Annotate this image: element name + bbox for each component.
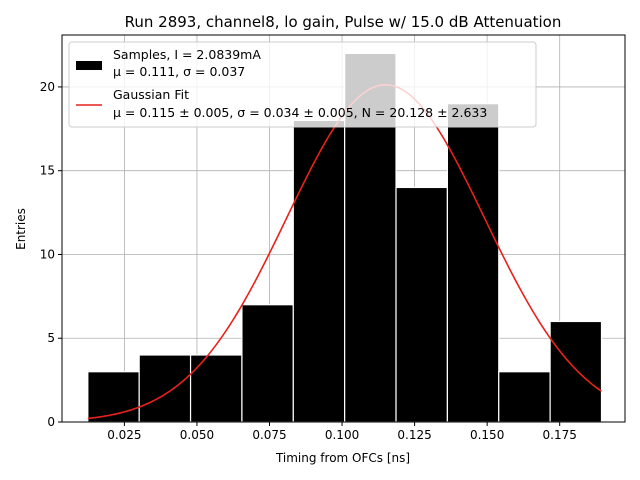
- histogram-bar: [395, 186, 448, 423]
- x-tick-label: 0.050: [180, 428, 214, 442]
- legend-samples-label-line2: μ = 0.111, σ = 0.037: [113, 64, 245, 79]
- x-tick-label: 0.175: [543, 428, 577, 442]
- chart-title: Run 2893, channel8, lo gain, Pulse w/ 15…: [125, 13, 562, 31]
- histogram-bar: [138, 354, 192, 423]
- legend-samples-label-line1: Samples, I = 2.0839mA: [113, 47, 261, 62]
- legend-samples-swatch: [76, 61, 102, 70]
- histogram-bar: [189, 354, 243, 423]
- x-tick-label: 0.150: [470, 428, 504, 442]
- y-tick-label: 10: [40, 247, 55, 261]
- histogram-bar: [87, 371, 140, 423]
- y-axis-ticks: 0 5 10 15 20: [40, 80, 62, 429]
- y-axis-label: Entries: [14, 208, 28, 250]
- histogram-bar: [292, 119, 346, 423]
- x-axis-ticks: 0.025 0.050 0.075 0.100 0.125 0.150 0.175: [107, 422, 577, 442]
- y-tick-label: 20: [40, 80, 55, 94]
- histogram-bar: [241, 304, 294, 423]
- legend-fit-label-line1: Gaussian Fit: [113, 87, 189, 102]
- plot-frame: [61, 34, 626, 423]
- y-tick-label: 15: [40, 164, 55, 178]
- histogram-bar: [549, 320, 603, 423]
- x-axis-label: Timing from OFCs [ns]: [275, 451, 410, 465]
- x-tick-label: 0.100: [325, 428, 359, 442]
- y-tick-label: 5: [47, 331, 55, 345]
- x-tick-label: 0.125: [397, 428, 431, 442]
- legend-box: [68, 41, 537, 128]
- histogram-bar: [498, 371, 551, 423]
- histogram-bar: [446, 103, 500, 423]
- legend: Samples, I = 2.0839mA μ = 0.111, σ = 0.0…: [68, 41, 537, 128]
- x-tick-label: 0.075: [252, 428, 286, 442]
- legend-fit-label-line2: μ = 0.115 ± 0.005, σ = 0.034 ± 0.005, N …: [113, 105, 487, 120]
- y-tick-label: 0: [47, 415, 55, 429]
- x-tick-label: 0.025: [107, 428, 141, 442]
